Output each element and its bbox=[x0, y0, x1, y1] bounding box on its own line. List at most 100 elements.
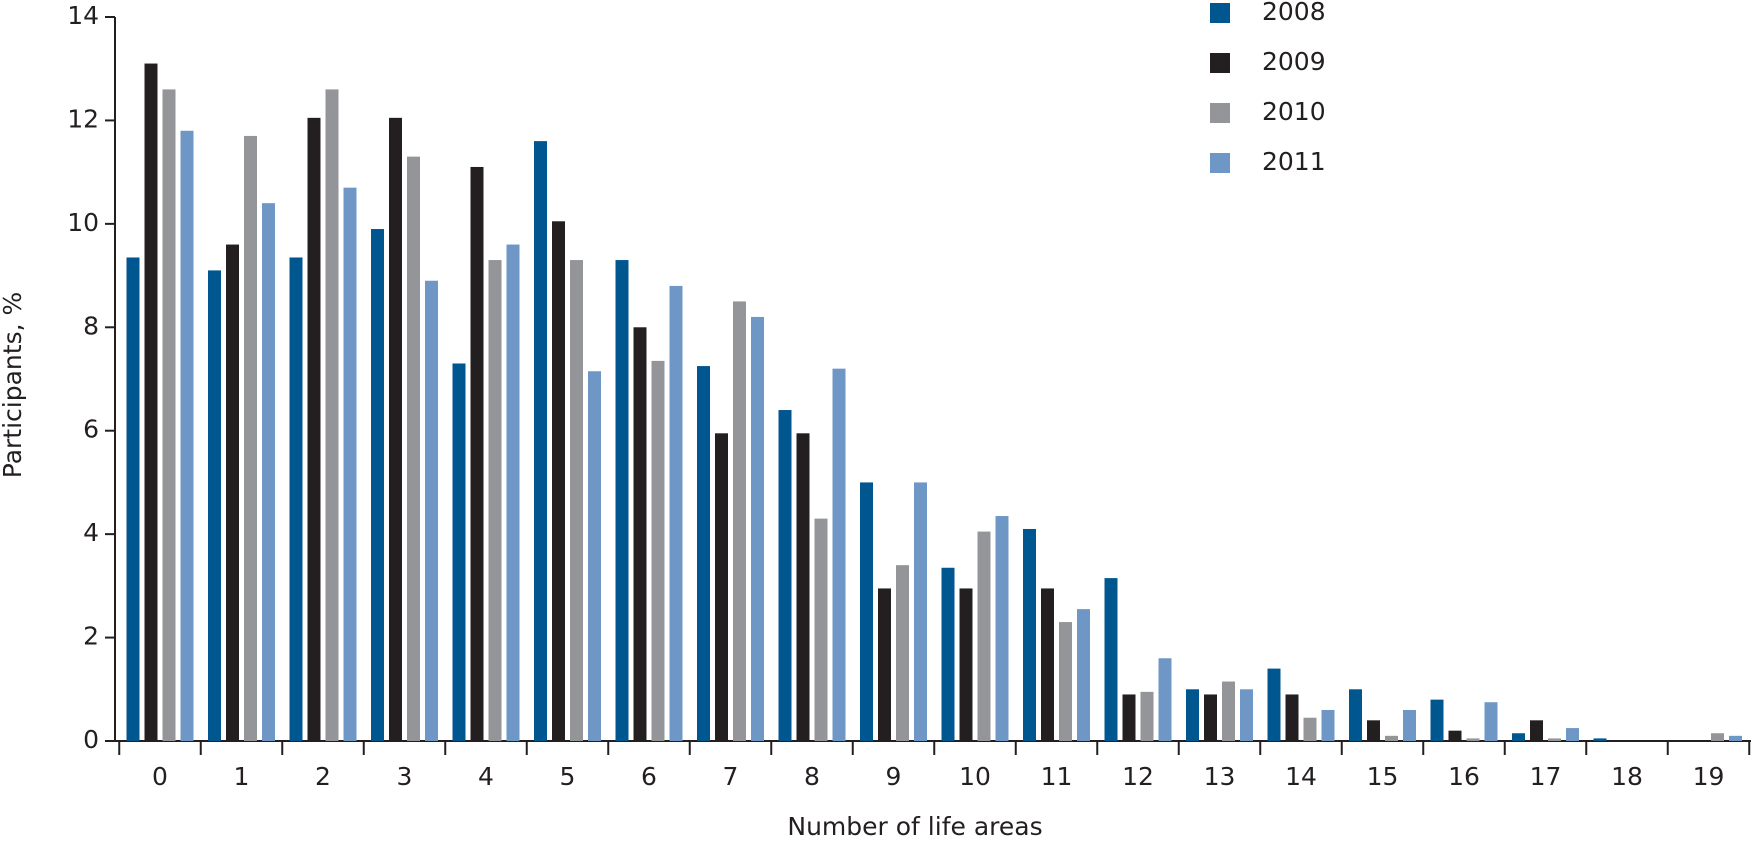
bar bbox=[534, 141, 547, 742]
bar bbox=[796, 433, 810, 741]
x-tick-label: 11 bbox=[1041, 762, 1073, 791]
bar bbox=[941, 567, 955, 741]
bar bbox=[878, 588, 891, 741]
bar bbox=[814, 518, 828, 741]
bar bbox=[226, 244, 239, 742]
legend-swatch bbox=[1210, 153, 1230, 173]
y-tick-label: 14 bbox=[67, 1, 99, 30]
y-axis-label: Participants, % bbox=[0, 292, 27, 479]
bar bbox=[1593, 738, 1607, 741]
legend-label: 2009 bbox=[1262, 47, 1326, 76]
x-tick-label: 3 bbox=[397, 762, 413, 791]
legend-label: 2008 bbox=[1262, 0, 1326, 26]
bar bbox=[162, 89, 176, 741]
bar bbox=[588, 371, 601, 741]
x-tick-label: 7 bbox=[723, 762, 739, 791]
legend-swatch bbox=[1210, 53, 1230, 73]
bar bbox=[262, 203, 275, 741]
bar bbox=[1140, 691, 1154, 741]
bar bbox=[1403, 709, 1416, 741]
bar bbox=[914, 482, 927, 741]
bar bbox=[470, 166, 484, 741]
bar bbox=[615, 260, 629, 741]
bar bbox=[1023, 528, 1036, 741]
x-tick-label: 10 bbox=[959, 762, 991, 791]
bar bbox=[307, 117, 321, 742]
x-tick-label: 1 bbox=[234, 762, 250, 791]
x-tick-label: 18 bbox=[1611, 762, 1643, 791]
bar bbox=[778, 410, 792, 741]
bar bbox=[1566, 728, 1579, 741]
bar bbox=[425, 280, 438, 741]
bar bbox=[1303, 717, 1317, 741]
x-tick-label: 19 bbox=[1693, 762, 1725, 791]
legend-label: 2011 bbox=[1262, 147, 1326, 176]
bar bbox=[995, 516, 1009, 741]
bar bbox=[697, 366, 710, 741]
legend-swatch bbox=[1210, 103, 1230, 123]
bar bbox=[371, 229, 384, 741]
bar bbox=[1222, 681, 1235, 741]
bar bbox=[1385, 735, 1398, 741]
bar bbox=[1484, 702, 1498, 741]
x-tick-label: 6 bbox=[641, 762, 657, 791]
bar bbox=[1267, 668, 1281, 741]
bar bbox=[452, 363, 466, 741]
bar bbox=[180, 130, 194, 741]
bar bbox=[1321, 709, 1335, 741]
x-tick-label: 15 bbox=[1367, 762, 1399, 791]
bar bbox=[1041, 588, 1054, 741]
bar bbox=[1059, 622, 1072, 741]
x-tick-label: 17 bbox=[1530, 762, 1562, 791]
x-tick-label: 2 bbox=[315, 762, 331, 791]
bar bbox=[488, 260, 502, 741]
bar bbox=[651, 360, 665, 741]
bar bbox=[1367, 720, 1380, 741]
bar bbox=[570, 260, 583, 741]
bar bbox=[959, 588, 973, 741]
y-tick-label: 10 bbox=[67, 208, 99, 237]
bar bbox=[506, 244, 520, 742]
bar bbox=[289, 257, 303, 741]
bar bbox=[1122, 694, 1136, 741]
bar bbox=[860, 482, 873, 741]
bar bbox=[751, 316, 764, 741]
y-tick-label: 12 bbox=[67, 104, 99, 133]
bar bbox=[669, 285, 683, 741]
bar bbox=[633, 327, 647, 741]
legend-swatch bbox=[1210, 3, 1230, 23]
bar bbox=[407, 156, 420, 742]
bar bbox=[343, 187, 357, 741]
legend-label: 2010 bbox=[1262, 97, 1326, 126]
bar bbox=[733, 301, 746, 741]
bar bbox=[1349, 689, 1362, 741]
bar bbox=[1512, 733, 1525, 741]
y-tick-label: 2 bbox=[83, 622, 99, 651]
bar bbox=[126, 257, 140, 741]
bar bbox=[325, 89, 339, 741]
bar bbox=[244, 135, 257, 741]
x-tick-label: 13 bbox=[1204, 762, 1236, 791]
bar bbox=[1204, 694, 1217, 741]
x-tick-label: 9 bbox=[886, 762, 902, 791]
bar bbox=[552, 221, 565, 741]
y-tick-label: 6 bbox=[83, 415, 99, 444]
y-tick-label: 4 bbox=[83, 518, 99, 547]
y-tick-label: 0 bbox=[83, 725, 99, 754]
x-tick-label: 12 bbox=[1122, 762, 1154, 791]
x-tick-label: 8 bbox=[804, 762, 820, 791]
bar bbox=[1240, 689, 1253, 741]
bar bbox=[896, 565, 909, 741]
x-tick-label: 4 bbox=[478, 762, 494, 791]
bar bbox=[1285, 694, 1299, 741]
bar bbox=[715, 433, 728, 741]
bar bbox=[1077, 609, 1090, 741]
bar bbox=[1548, 738, 1561, 741]
bar bbox=[977, 531, 991, 741]
x-tick-label: 0 bbox=[152, 762, 168, 791]
bar bbox=[1104, 578, 1118, 741]
bar bbox=[1186, 689, 1199, 741]
bar bbox=[1530, 720, 1543, 741]
y-tick-label: 8 bbox=[83, 311, 99, 340]
